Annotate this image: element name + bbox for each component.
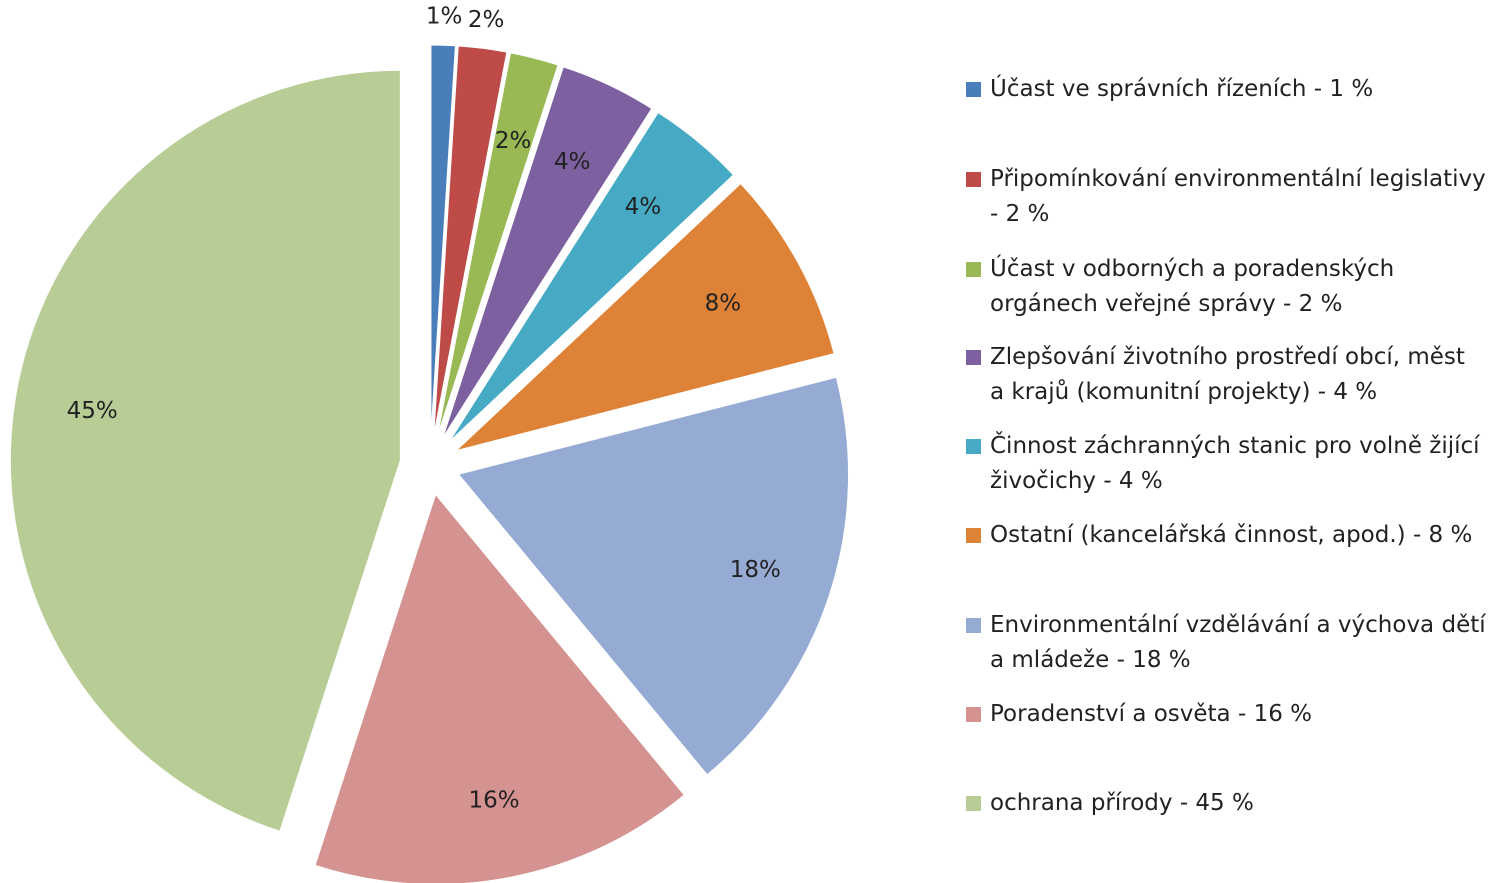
legend-label: Ostatní (kancelářská činnost, apod.) - 8… — [990, 522, 1473, 548]
data-label: 45% — [67, 398, 118, 424]
legend-swatch — [966, 707, 981, 722]
legend-label: Zlepšování životního prostředí obcí, měs… — [990, 344, 1465, 405]
pie-slice — [436, 52, 559, 437]
pie-slice — [430, 44, 456, 436]
legend-label: Environmentální vzdělávání a výchova dět… — [990, 612, 1486, 673]
data-label: 2% — [495, 128, 532, 154]
data-label: 2% — [468, 7, 505, 33]
legend-item: Poradenství a osvěta - 16 % — [966, 697, 1486, 732]
legend-item: Zlepšování životního prostředí obcí, měs… — [966, 340, 1486, 410]
data-label: 4% — [625, 194, 662, 220]
legend-label: Poradenství a osvěta - 16 % — [990, 701, 1312, 727]
legend-item: Připomínkování environmentální legislati… — [966, 162, 1486, 232]
pie-slice — [448, 111, 735, 443]
legend-item: Účast ve správních řízeních - 1 % — [966, 72, 1486, 107]
legend-swatch — [966, 439, 981, 454]
pie-slice — [314, 493, 685, 883]
legend-swatch — [966, 528, 981, 543]
legend-item: Činnost záchranných stanic pro volně žij… — [966, 429, 1486, 499]
data-label: 18% — [730, 557, 781, 583]
legend-item: Environmentální vzdělávání a výchova dět… — [966, 608, 1486, 678]
data-label: 4% — [554, 149, 591, 175]
pie-slice — [457, 376, 850, 776]
pie-slice — [433, 45, 508, 436]
pie-slice — [9, 69, 401, 832]
legend-label: Činnost záchranných stanic pro volně žij… — [990, 433, 1480, 494]
legend-item: ochrana přírody - 45 % — [966, 786, 1486, 821]
pie-slice — [442, 66, 653, 439]
pie-slice — [455, 182, 835, 452]
data-label: 16% — [469, 787, 520, 813]
legend-swatch — [966, 350, 981, 365]
legend-label: Účast ve správních řízeních - 1 % — [990, 76, 1374, 102]
legend-swatch — [966, 618, 981, 633]
legend-swatch — [966, 262, 981, 277]
data-label: 1% — [426, 4, 463, 30]
legend-swatch — [966, 796, 981, 811]
legend-swatch — [966, 172, 981, 187]
legend-label: Účast v odborných a poradenských orgánec… — [990, 256, 1395, 317]
data-label: 8% — [705, 290, 742, 316]
legend-swatch — [966, 82, 981, 97]
legend-label: Připomínkování environmentální legislati… — [990, 166, 1486, 227]
legend-item: Ostatní (kancelářská činnost, apod.) - 8… — [966, 518, 1486, 553]
legend-item: Účast v odborných a poradenských orgánec… — [966, 252, 1486, 322]
pie-area: 1% 2%2%4%4%8%18%16%45% — [9, 4, 850, 883]
legend-label: ochrana přírody - 45 % — [990, 790, 1254, 816]
